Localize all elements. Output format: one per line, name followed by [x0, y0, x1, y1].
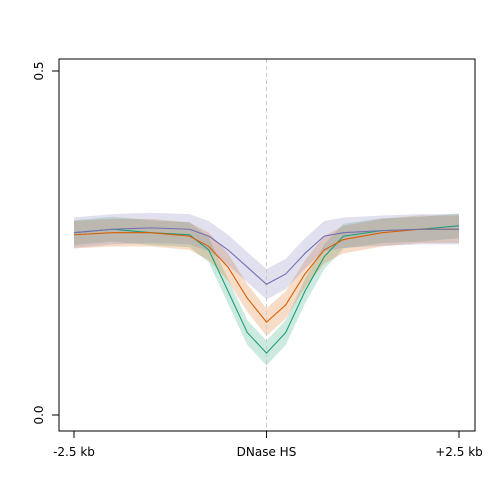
x-tick-label-1: -2.5 kb	[53, 445, 95, 459]
x-tick-label-3: +2.5 kb	[435, 445, 483, 459]
x-axis: -2.5 kb DNase HS +2.5 kb	[53, 431, 483, 459]
x-tick-label-2: DNase HS	[237, 445, 297, 459]
y-tick-label-2: 0.5	[32, 61, 46, 80]
y-tick-label-1: 0.0	[32, 405, 46, 424]
y-axis: 0.0 0.5	[32, 61, 59, 424]
